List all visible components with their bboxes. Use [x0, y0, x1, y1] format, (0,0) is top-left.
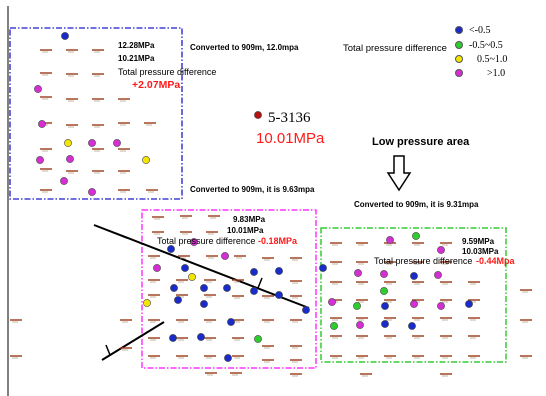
fault-tick-main: [257, 277, 263, 289]
well-marker-blue: [170, 284, 178, 292]
well-marker-magenta: [36, 156, 44, 164]
green-region-box: [320, 227, 507, 363]
blue-pressure-2: 10.21MPa: [118, 54, 155, 63]
green-pressure-1: 9.59MPa: [462, 237, 495, 246]
well-marker-yellow: [142, 156, 150, 164]
fault-tick-secondary: [105, 344, 111, 356]
well-marker-blue: [275, 291, 283, 299]
magenta-diff-value: -0.18MPa: [258, 236, 298, 246]
legend-magenta-dot-icon: [455, 69, 463, 77]
well-marker-magenta: [34, 85, 42, 93]
well-ticks-layer: [10, 49, 532, 377]
green-diff-value: -0.44Mpa: [476, 256, 515, 266]
well-marker-blue: [381, 320, 389, 328]
fault-line-secondary: [101, 321, 165, 361]
magenta-region-box: [141, 209, 317, 369]
well-marker-yellow: [143, 299, 151, 307]
fault-line-main: [93, 224, 310, 309]
well-marker-blue: [227, 318, 235, 326]
green-converted: Converted to 909m, it is 9.31mpa: [354, 200, 479, 209]
wells-layer: [34, 32, 473, 362]
well-marker-green: [330, 322, 338, 330]
well-marker-magenta: [38, 120, 46, 128]
blue-diff-label: Total pressure difference: [118, 67, 217, 77]
well-marker-magenta: [221, 252, 229, 260]
well-marker-blue: [200, 284, 208, 292]
well-marker-blue: [169, 334, 177, 342]
well-marker-blue: [197, 333, 205, 341]
legend-label: <-0.5: [469, 24, 491, 36]
magenta-pressure-2: 10.01MPa: [227, 226, 264, 235]
blue-converted-bottom: Converted to 909m, it is 9.63mpa: [190, 185, 315, 194]
well-name: 5-3136: [268, 110, 311, 126]
green-diff-label: Total pressure difference: [374, 256, 473, 266]
well-marker-magenta: [410, 300, 418, 308]
blue-pressure-1: 12.28MPa: [118, 41, 155, 50]
well-marker-blue: [181, 264, 189, 272]
well-marker-blue: [174, 296, 182, 304]
well-marker-magenta: [66, 155, 74, 163]
well-marker-magenta: [88, 188, 96, 196]
well-marker-blue: [250, 287, 258, 295]
well-pressure: 10.01MPa: [256, 130, 325, 147]
well-marker-green: [412, 232, 420, 240]
well-marker-blue: [408, 322, 416, 330]
well-marker-blue: [381, 302, 389, 310]
well-marker-green: [380, 287, 388, 295]
blue-converted-top: Converted to 909m, 12.0mpa: [190, 43, 299, 52]
well-marker-magenta: [153, 264, 161, 272]
legend-item-gt-1-0: >1.0: [455, 66, 505, 80]
legend-yellow-dot-icon: [455, 55, 463, 63]
well-marker-magenta: [380, 270, 388, 278]
well-marker-magenta: [88, 139, 96, 147]
magenta-pressure-1: 9.83MPa: [233, 215, 266, 224]
legend-title: Total pressure difference: [343, 43, 447, 54]
well-marker-magenta: [437, 302, 445, 310]
blue-region-box: [9, 27, 183, 200]
well-marker-blue: [224, 354, 232, 362]
well-marker-magenta: [190, 238, 198, 246]
well-marker-magenta: [354, 269, 362, 277]
well-marker-dark_red: [254, 111, 262, 119]
well-marker-magenta: [328, 298, 336, 306]
well-marker-blue: [223, 284, 231, 292]
legend-item-0-5-to-1-0: 0.5~1.0: [455, 52, 507, 66]
well-marker-blue: [319, 264, 327, 272]
well-marker-blue: [200, 300, 208, 308]
well-marker-blue: [61, 32, 69, 40]
blue-diff-value: +2.07MPa: [132, 79, 181, 91]
well-marker-blue: [302, 306, 310, 314]
well-marker-yellow: [188, 273, 196, 281]
legend-blue-dot-icon: [455, 26, 463, 34]
legend-green-dot-icon: [455, 41, 463, 49]
legend-item-lt-neg-0-5: <-0.5: [455, 23, 490, 37]
well-marker-magenta: [60, 177, 68, 185]
well-marker-green: [254, 335, 262, 343]
well-marker-blue: [275, 267, 283, 275]
well-marker-blue: [410, 272, 418, 280]
low-pressure-label: Low pressure area: [372, 136, 470, 148]
legend-label: >1.0: [487, 67, 506, 79]
legend-label: -0.5~0.5: [469, 39, 503, 51]
well-marker-magenta: [356, 321, 364, 329]
well-marker-yellow: [64, 139, 72, 147]
legend-item-neg-0-5-to-0-5: -0.5~0.5: [455, 38, 503, 52]
down-arrow-icon: [386, 155, 412, 192]
well-marker-magenta: [386, 236, 394, 244]
well-marker-magenta: [437, 246, 445, 254]
well-marker-magenta: [113, 139, 121, 147]
well-marker-blue: [167, 245, 175, 253]
green-pressure-2: 10.03MPa: [462, 247, 499, 256]
magenta-diff-label: Total pressure difference: [157, 236, 256, 246]
legend-label: 0.5~1.0: [477, 53, 508, 65]
well-marker-green: [353, 302, 361, 310]
well-marker-magenta: [434, 271, 442, 279]
well-marker-blue: [250, 268, 258, 276]
well-marker-blue: [465, 300, 473, 308]
